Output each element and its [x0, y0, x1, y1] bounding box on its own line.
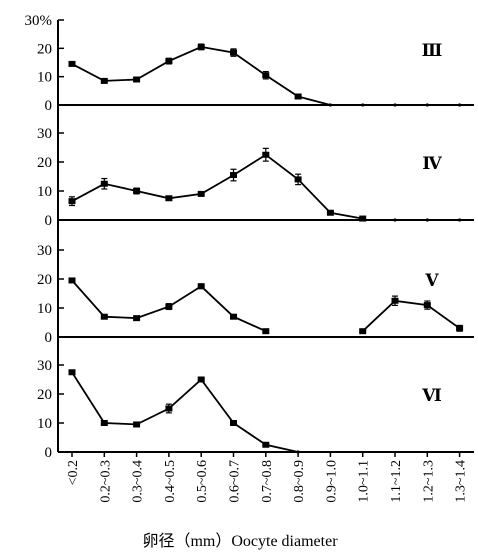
data-point [100, 420, 108, 426]
x-tick-label: 0.3~0.4 [131, 460, 146, 503]
data-point [165, 195, 173, 202]
data-point [68, 60, 76, 67]
data-point [361, 103, 365, 107]
data-point [262, 72, 270, 79]
data-point [262, 151, 270, 158]
y-tick-label: 30 [37, 126, 52, 142]
data-point [294, 93, 302, 100]
data-point [68, 198, 76, 205]
data-point [197, 190, 205, 197]
x-tick-label: 1.2~1.3 [421, 460, 436, 503]
x-tick-label: 0.2~0.3 [98, 460, 113, 503]
panel-label: Ⅲ [422, 41, 443, 60]
data-point [294, 176, 302, 183]
data-point [393, 103, 397, 107]
data-point [133, 421, 141, 428]
x-tick-label: 0.8~0.9 [292, 460, 307, 503]
x-tick-label: 0.6~0.7 [228, 460, 243, 503]
data-point [230, 420, 237, 426]
y-tick-label: 0 [45, 445, 53, 461]
y-tick-label: 10 [37, 416, 52, 432]
data-point [423, 302, 431, 309]
data-point [262, 441, 270, 448]
y-tick-label: 20 [37, 387, 52, 403]
data-point [391, 297, 399, 304]
data-point [100, 313, 108, 320]
panel-label: Ⅳ [422, 154, 442, 173]
data-point [230, 172, 237, 179]
data-point [230, 49, 237, 56]
data-point [458, 103, 462, 107]
series-line [362, 299, 461, 332]
x-tick-label: <0.2 [66, 460, 81, 485]
y-tick-label: 30 [37, 358, 52, 374]
y-tick-label: 0 [45, 98, 53, 114]
data-point [68, 277, 76, 284]
data-point [359, 215, 367, 222]
data-point [262, 328, 270, 335]
data-point [165, 405, 173, 412]
x-tick-label: 0.5~0.6 [195, 460, 210, 503]
x-tick-label: 1.1~1.2 [389, 460, 404, 503]
y-tick-label: 0 [45, 330, 53, 346]
data-point [197, 376, 205, 383]
data-point [458, 218, 462, 222]
data-point [197, 283, 205, 290]
y-tick-label: 30% [25, 13, 53, 29]
data-point [100, 180, 108, 187]
data-point [133, 188, 141, 194]
data-point [100, 77, 108, 84]
y-tick-label: 0 [45, 213, 53, 229]
x-tick-label: 0.4~0.5 [163, 460, 178, 503]
data-point [230, 313, 237, 320]
y-tick-label: 10 [37, 184, 52, 200]
y-tick-label: 10 [37, 70, 52, 86]
data-point [133, 315, 141, 322]
panel-label: Ⅵ [421, 386, 442, 405]
y-tick-label: 20 [37, 272, 52, 288]
data-point [68, 369, 76, 376]
x-tick-label: 1.0~1.1 [357, 460, 372, 503]
data-point [425, 218, 429, 222]
x-axis-title: 卵径（mm）Oocyte diameter [142, 532, 338, 550]
data-point [165, 58, 173, 65]
y-tick-label: 20 [37, 155, 52, 171]
data-point [133, 76, 141, 83]
data-point [393, 218, 397, 222]
x-tick-label: 1.3~1.4 [454, 460, 469, 503]
data-point [328, 103, 332, 107]
x-tick-label: 0.7~0.8 [260, 460, 275, 503]
data-point [165, 303, 173, 310]
y-tick-label: 20 [37, 41, 52, 57]
y-tick-label: 30 [37, 243, 52, 259]
panel-label: Ⅴ [424, 271, 439, 290]
series-line [71, 153, 363, 220]
y-tick-label: 10 [37, 301, 52, 317]
data-point [326, 209, 334, 216]
data-point [456, 325, 464, 332]
series-line [71, 371, 299, 453]
x-tick-label: 0.9~1.0 [324, 460, 339, 503]
data-point [425, 103, 429, 107]
data-point [197, 43, 205, 50]
data-point [359, 328, 367, 335]
